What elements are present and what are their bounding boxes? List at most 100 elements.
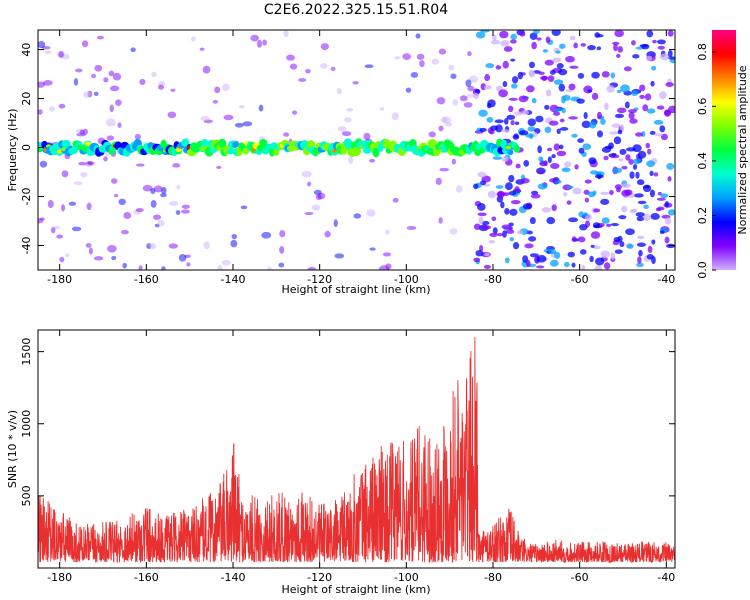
spectrogram-cell bbox=[352, 81, 359, 85]
spectrogram-cell bbox=[537, 145, 542, 154]
spectrogram-cell bbox=[477, 212, 487, 217]
spectrogram-cell bbox=[552, 57, 562, 63]
spectrogram-cell bbox=[503, 192, 510, 196]
spectrogram-cell bbox=[221, 83, 230, 92]
spectrogram-cell bbox=[44, 50, 52, 54]
spectrogram-cell bbox=[561, 107, 566, 114]
spectrogram-cell bbox=[667, 176, 672, 182]
spectrogram-cell bbox=[636, 179, 645, 186]
spectrogram-cell bbox=[130, 47, 136, 53]
spectrogram-cell bbox=[61, 170, 69, 178]
spectrogram-cell bbox=[636, 262, 644, 268]
spectrogram-cell bbox=[580, 43, 587, 47]
spectrogram-cell bbox=[445, 122, 453, 127]
colorbar-tick-label: 0.8 bbox=[696, 43, 709, 61]
x-tick-label: -180 bbox=[47, 273, 72, 286]
spectrogram-cell bbox=[94, 64, 103, 72]
spectrogram-cell bbox=[161, 266, 166, 270]
spectrogram-cell bbox=[87, 161, 95, 165]
spectrogram-cell bbox=[637, 256, 642, 264]
spectrogram-cell bbox=[242, 121, 253, 127]
spectrogram-cell bbox=[541, 207, 552, 213]
spectrogram-cell bbox=[292, 110, 298, 115]
spectrogram-cell bbox=[49, 106, 55, 112]
spectrogram-panel: -180 -160 -140 -120 -100 -80 -60 -40 -40 -20 0 20 40… bbox=[6, 29, 676, 296]
spectrogram-cell bbox=[611, 123, 621, 128]
spectrogram-cell bbox=[511, 83, 518, 89]
spectrogram-band-cell bbox=[351, 146, 362, 157]
spectrogram-cell bbox=[583, 85, 593, 94]
spectrogram-cell bbox=[666, 162, 675, 170]
spectrogram-cell bbox=[621, 183, 631, 189]
spectrogram-cell bbox=[551, 30, 561, 36]
spectrogram-cell bbox=[278, 262, 285, 268]
spectrogram-cell bbox=[369, 158, 376, 163]
spectrogram-cell bbox=[492, 227, 498, 235]
spectrogram-cell bbox=[484, 74, 490, 82]
spectrogram-cell bbox=[93, 91, 99, 97]
spectrogram-cell bbox=[604, 102, 609, 111]
spectrogram-cell bbox=[442, 116, 452, 124]
spectrogram-cell bbox=[161, 186, 167, 195]
spectrogram-cell bbox=[341, 131, 352, 137]
spectrogram-cell bbox=[68, 201, 77, 206]
spectrogram-cell bbox=[449, 228, 458, 235]
spectrogram-cell bbox=[517, 71, 524, 80]
spectrogram-band-cell bbox=[61, 139, 71, 148]
spectrogram-cell bbox=[42, 79, 53, 86]
spectrogram-cell bbox=[50, 227, 56, 234]
spectrogram-cell bbox=[307, 266, 317, 270]
spectrogram-cell bbox=[38, 109, 43, 115]
spectrogram-cell bbox=[537, 183, 548, 190]
spectrogram-cell bbox=[592, 245, 601, 250]
spectrogram-cell bbox=[475, 31, 486, 39]
spectrogram-cell bbox=[438, 217, 443, 224]
spectrogram-cell bbox=[647, 148, 652, 155]
spectrogram-cell bbox=[117, 122, 122, 128]
spectrogram-cell bbox=[528, 70, 536, 78]
spectrogram-cell bbox=[487, 190, 496, 199]
spectrogram-cell bbox=[167, 111, 177, 119]
x-tick-label: -80 bbox=[484, 273, 502, 286]
spectrogram-cell bbox=[635, 171, 640, 179]
spectrogram-cell bbox=[88, 247, 93, 255]
spectrogram-cell bbox=[91, 73, 96, 79]
spectrogram-cell bbox=[530, 193, 541, 199]
spectrogram-cell bbox=[240, 205, 248, 210]
spectrogram-cell bbox=[545, 36, 551, 43]
spectrogram-cell bbox=[632, 54, 640, 59]
spectrogram-cell bbox=[550, 69, 556, 75]
spectrogram-cell bbox=[609, 131, 620, 135]
spectrogram-cell bbox=[600, 198, 610, 205]
spectrogram-cell bbox=[620, 84, 630, 93]
spectrogram-cell bbox=[547, 75, 555, 82]
spectrogram-cell bbox=[199, 47, 205, 51]
spectrogram-cell bbox=[625, 228, 635, 236]
spectrogram-cell bbox=[289, 63, 298, 70]
spectrogram-cell bbox=[664, 217, 672, 225]
spectrogram-cell bbox=[110, 178, 118, 184]
spectrogram-cell bbox=[660, 133, 668, 141]
spectrogram-cell bbox=[489, 232, 498, 237]
spectrogram-cell bbox=[520, 178, 530, 184]
spectrogram-cell bbox=[61, 204, 66, 212]
spectrogram-cell bbox=[549, 178, 559, 183]
spectrogram-cell bbox=[81, 40, 89, 48]
spectrogram-cell bbox=[587, 89, 592, 93]
spectrogram-cell bbox=[469, 75, 479, 83]
spectrogram-cell bbox=[478, 109, 488, 117]
spectrogram-cell bbox=[629, 171, 635, 179]
x-tick-label: -140 bbox=[221, 273, 246, 286]
spectrogram-cell bbox=[601, 146, 612, 153]
spectrogram-cell bbox=[568, 83, 576, 91]
spectrogram-cell bbox=[621, 165, 628, 170]
spectrogram-cell bbox=[531, 41, 537, 50]
spectrogram-cell bbox=[629, 209, 637, 214]
spectrogram-cell bbox=[234, 122, 244, 128]
spectrogram-cell bbox=[416, 53, 425, 60]
spectrogram-cell bbox=[364, 64, 374, 69]
spectrogram-cell bbox=[567, 185, 574, 189]
spectrogram-cell bbox=[484, 85, 492, 90]
spectrogram-cell bbox=[298, 78, 307, 82]
spectrogram-cell bbox=[556, 63, 564, 69]
